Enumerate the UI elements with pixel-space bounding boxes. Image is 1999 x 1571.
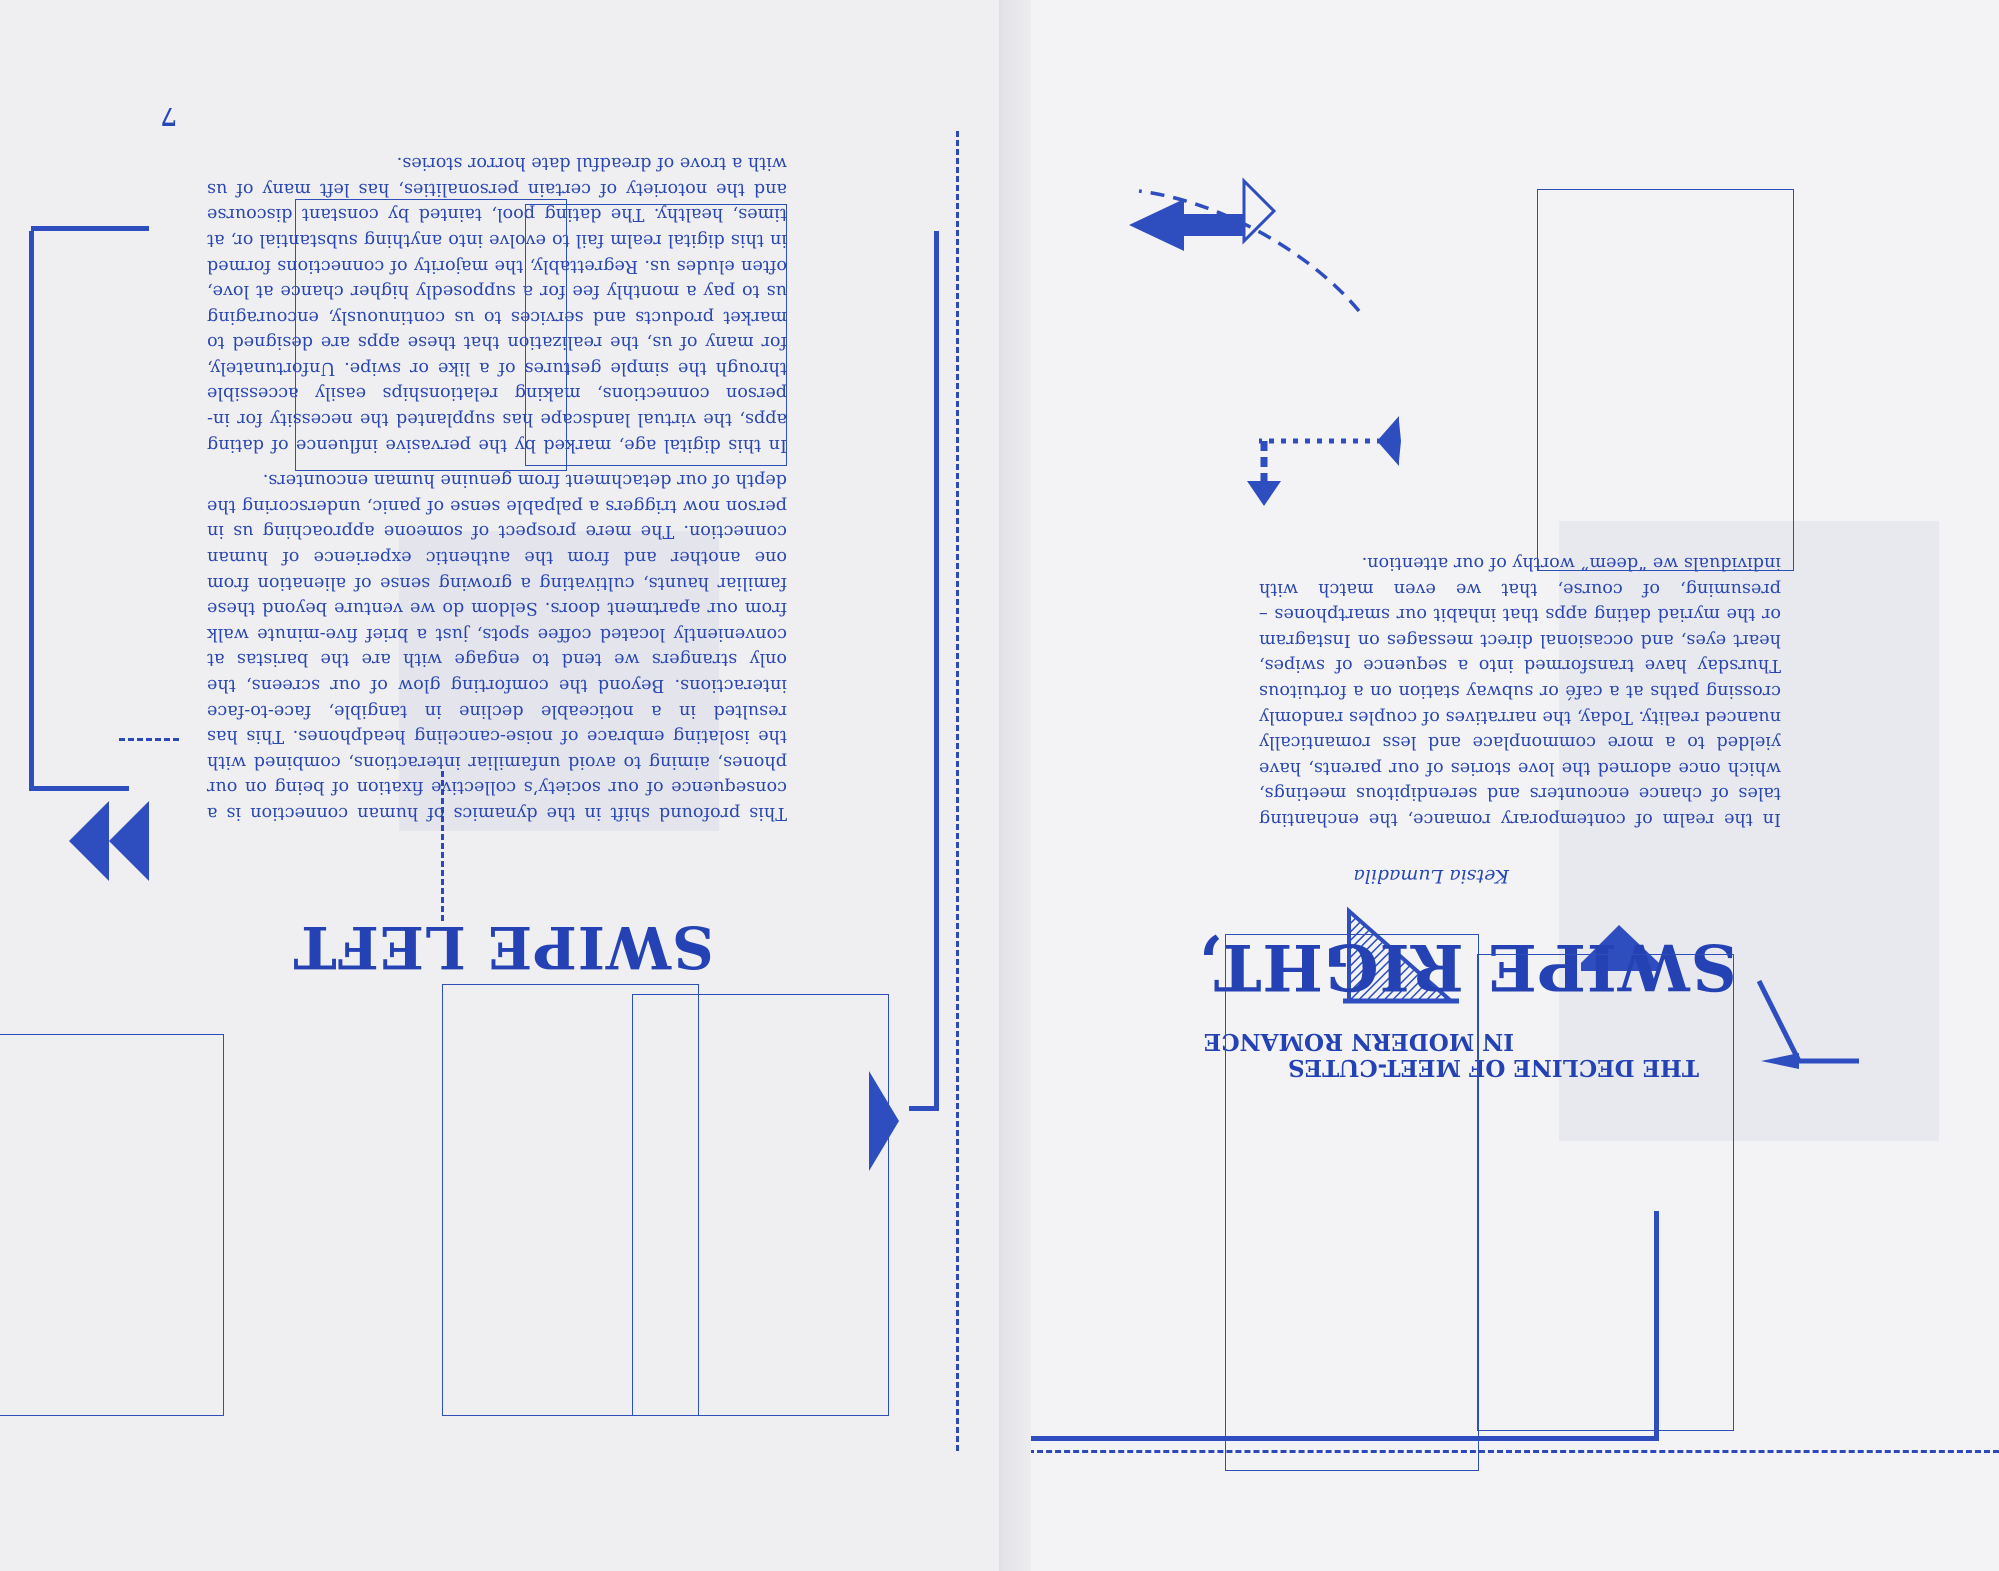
gutter-bracket-line xyxy=(934,231,939,1111)
dashed-rule-bottom xyxy=(1019,1450,1999,1453)
up-arrow-icon xyxy=(1581,925,1659,971)
frame-box-right-1 xyxy=(1537,189,1794,571)
dashed-rule-gutter xyxy=(956,131,959,1451)
right-body-text: In the realm of contemporary romance, th… xyxy=(1259,549,1781,831)
bracket-bottom-line xyxy=(1019,1436,1659,1441)
frame-box-right-3 xyxy=(1477,954,1734,1431)
left-arrow-icon xyxy=(1129,177,1277,251)
corner-arrow-icon xyxy=(1756,979,1859,1069)
frame-box-right-2 xyxy=(1225,934,1479,1471)
frame-text-box-2 xyxy=(295,199,567,471)
up-arrow-icon xyxy=(1247,416,1401,506)
right-triangle-arrow-icon xyxy=(1343,906,1459,1004)
page-number: 7 xyxy=(160,102,177,131)
author-name: Ketsia Lumadila xyxy=(1353,865,1509,887)
curved-dashed-arrow-icon xyxy=(1138,189,1361,313)
bracket-bottom-left xyxy=(1654,1211,1659,1441)
outer-bracket-top xyxy=(31,226,149,231)
page-swipe-left: SWIPE LEFT This profound shift in the dy… xyxy=(0,0,999,1571)
gutter-bracket-top xyxy=(909,1106,939,1111)
dashed-stub xyxy=(119,738,179,741)
page-swipe-right: SWIPE RIGHT, THE DECLINE OF MEET-CUTES I… xyxy=(1019,0,1999,1571)
frame-box-left-3 xyxy=(0,1034,224,1416)
right-paragraph-1: In the realm of contemporary romance, th… xyxy=(1259,553,1781,829)
double-left-arrow-icon xyxy=(69,801,149,881)
left-headline: SWIPE LEFT xyxy=(292,913,715,981)
frame-box-left-2 xyxy=(442,984,699,1416)
left-paragraph-1: This profound shift in the dynamics of h… xyxy=(207,470,787,823)
outer-bracket-line xyxy=(29,231,34,791)
right-triangle-arrow-icon xyxy=(869,1071,899,1171)
